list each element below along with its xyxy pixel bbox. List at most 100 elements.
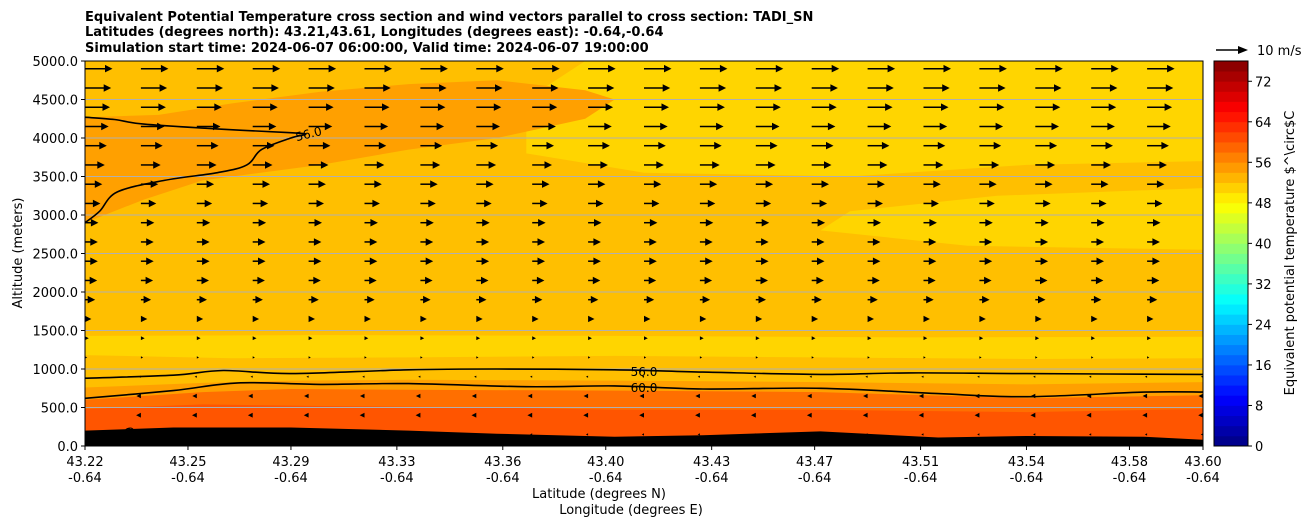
wind-vector-286 (811, 180, 829, 188)
contour-line-0 (85, 116, 307, 224)
wind-vector-195 (420, 257, 434, 265)
wind-vector-368 (699, 103, 725, 111)
wind-vector-183 (923, 276, 936, 285)
wind-vector-306 (755, 161, 776, 169)
wind-vector-134 (532, 315, 539, 323)
wind-vector-271 (1147, 199, 1163, 208)
colorbar-tick-label-3: 24 (1255, 318, 1272, 333)
colorbar-band-20 (1214, 233, 1248, 244)
wind-vector-240 (588, 219, 602, 227)
wind-reference-arrowhead (1238, 46, 1248, 54)
wind-vector-308 (867, 161, 888, 169)
x-tick-lat-8: 43.51 (902, 455, 939, 470)
wind-vector-273 (85, 180, 103, 188)
wind-vector-153 (420, 295, 431, 304)
wind-vector-34 (806, 412, 812, 418)
wind-vector-148 (140, 295, 152, 304)
wind-vector-229 (1147, 238, 1160, 246)
contour-line-1 (85, 368, 1203, 379)
wind-vector-139 (811, 315, 819, 323)
wind-vector-109 (308, 336, 313, 341)
wind-vector-5 (362, 433, 365, 436)
colorbar-band-30 (1214, 131, 1248, 143)
wind-vector-395 (1035, 84, 1062, 92)
wind-vector-269 (1035, 199, 1051, 208)
wind-vector-181 (811, 276, 824, 285)
colorbar (1214, 61, 1248, 447)
wind-vector-319 (308, 141, 331, 150)
wind-vector-374 (1035, 103, 1061, 111)
wind-vector-382 (308, 84, 335, 92)
wind-vector-171 (252, 276, 265, 285)
wind-vector-67 (306, 375, 309, 378)
wind-vector-85 (140, 356, 144, 359)
wind-vector-302 (532, 161, 552, 169)
wind-vector-101 (1035, 356, 1038, 359)
wind-vector-96 (755, 356, 758, 359)
wind-vector-163 (979, 295, 990, 304)
wind-vector-4 (306, 433, 309, 436)
wind-vector-279 (420, 180, 438, 188)
wind-vector-172 (308, 276, 321, 285)
wind-vector-402 (252, 64, 281, 73)
wind-vector-159 (755, 295, 766, 304)
wind-vector-140 (867, 315, 874, 323)
x-tick-lat-9: 43.54 (1008, 455, 1045, 470)
wind-vector-33 (751, 412, 756, 418)
colorbar-tick-label-2: 16 (1255, 359, 1272, 374)
wind-vector-276 (252, 180, 270, 188)
wind-vector-84 (85, 356, 88, 359)
wind-vector-194 (364, 257, 378, 265)
wind-vector-182 (867, 276, 880, 285)
wind-vector-29 (527, 412, 533, 418)
wind-vector-300 (420, 161, 441, 169)
wind-vector-144 (1091, 315, 1098, 323)
colorbar-band-0 (1214, 435, 1248, 447)
contour-label-1: 56.0 (631, 365, 658, 379)
wind-vector-164 (1035, 295, 1046, 304)
wind-vector-292 (1147, 180, 1165, 188)
wind-vector-6 (418, 433, 421, 436)
colorbar-tick-label-8: 64 (1255, 116, 1272, 131)
wind-vector-404 (364, 64, 392, 73)
colorbar-band-25 (1214, 182, 1248, 194)
wind-vector-31 (639, 412, 644, 418)
wind-vector-13 (809, 433, 812, 436)
wind-vector-361 (308, 103, 334, 111)
wind-vector-field (85, 64, 1203, 436)
horizontal-gridlines (85, 99, 1203, 408)
wind-vector-358 (140, 103, 166, 111)
wind-vector-307 (811, 161, 832, 169)
wind-vector-196 (476, 257, 490, 265)
wind-vector-303 (588, 161, 608, 169)
x-tick-lon-10: -0.64 (1113, 471, 1147, 486)
wind-vector-367 (644, 103, 669, 111)
theta-e-region-3 (526, 61, 1203, 177)
y-axis-ticks: 0.0 500.0 1000.0 1500.0 2000.0 2500.0 3000.0 35… (33, 55, 85, 455)
wind-vector-206 (1035, 257, 1049, 265)
wind-vector-113 (532, 336, 536, 341)
wind-vector-213 (252, 238, 266, 246)
wind-vector-28 (471, 412, 477, 418)
wind-vector-282 (588, 180, 606, 188)
wind-vector-231 (85, 219, 99, 227)
wind-vector-346 (644, 122, 668, 131)
wind-vector-57 (919, 393, 924, 399)
wind-vector-59 (1030, 393, 1036, 399)
wind-vector-408 (588, 64, 616, 73)
wind-vector-136 (644, 315, 651, 323)
wind-vector-114 (588, 336, 592, 341)
wind-vector-48 (415, 393, 421, 399)
wind-vector-332 (1035, 141, 1058, 150)
colorbar-band-8 (1214, 354, 1248, 366)
wind-vector-10 (641, 433, 644, 436)
wind-vector-179 (699, 276, 713, 285)
wind-vector-371 (867, 103, 893, 111)
wind-vector-65 (194, 375, 197, 378)
wind-vector-320 (364, 141, 387, 150)
x-tick-lon-0: -0.64 (68, 471, 102, 486)
contour-label-2: 60.0 (631, 381, 658, 395)
wind-vector-132 (420, 315, 427, 323)
colorbar-band-21 (1214, 223, 1248, 234)
